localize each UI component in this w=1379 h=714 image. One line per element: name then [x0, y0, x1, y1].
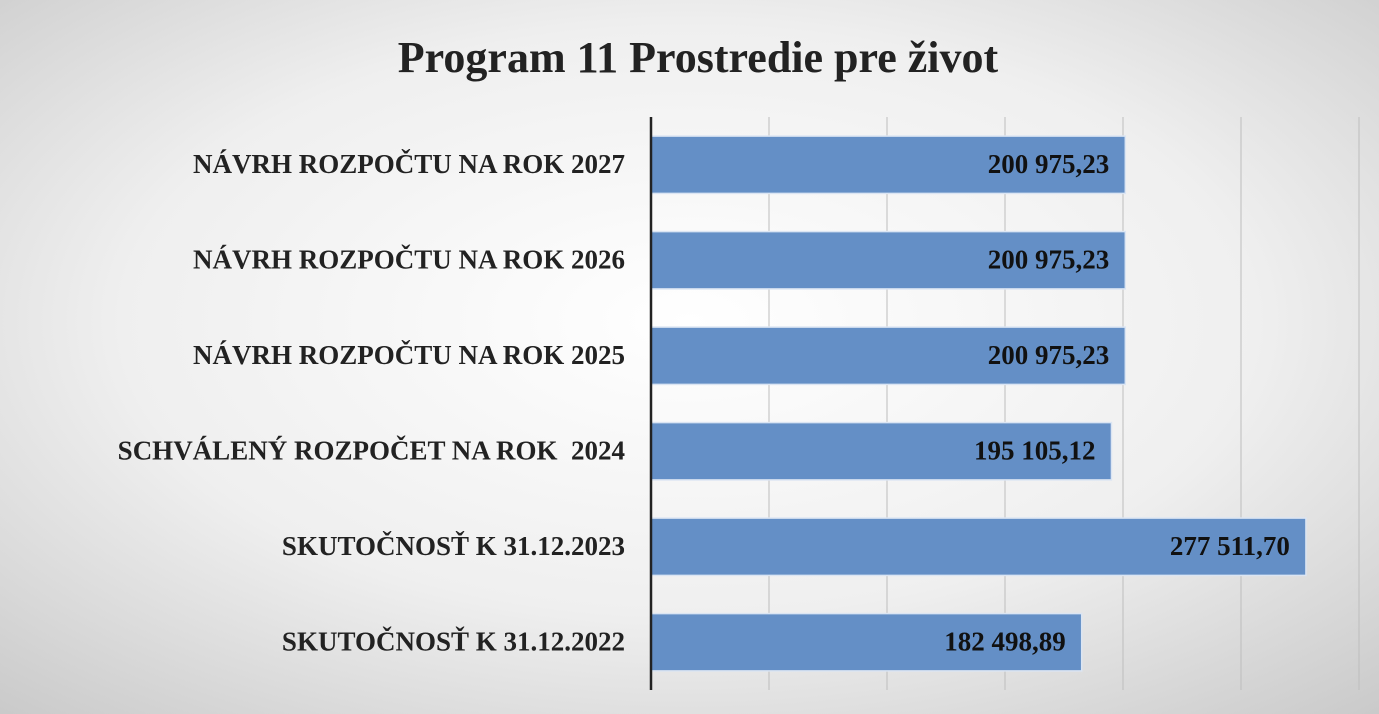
- value-label: 200 975,23: [988, 149, 1110, 179]
- value-label: 200 975,23: [988, 340, 1110, 370]
- category-label: NÁVRH ROZPOČTU NA ROK 2026: [193, 244, 625, 274]
- category-label: NÁVRH ROZPOČTU NA ROK 2025: [193, 340, 625, 370]
- chart-title: Program 11 Prostredie pre život: [398, 33, 999, 82]
- category-label: SCHVÁLENÝ ROZPOČET NA ROK 2024: [118, 435, 625, 465]
- category-label: NÁVRH ROZPOČTU NA ROK 2027: [193, 149, 625, 179]
- value-label: 195 105,12: [974, 435, 1096, 465]
- value-label: 182 498,89: [944, 626, 1066, 656]
- category-label: SKUTOČNOSŤ K 31.12.2022: [282, 626, 625, 656]
- bar: [650, 135, 1127, 195]
- value-label: 277 511,70: [1170, 531, 1290, 561]
- category-label: SKUTOČNOSŤ K 31.12.2023: [282, 531, 625, 561]
- value-label: 200 975,23: [988, 244, 1110, 274]
